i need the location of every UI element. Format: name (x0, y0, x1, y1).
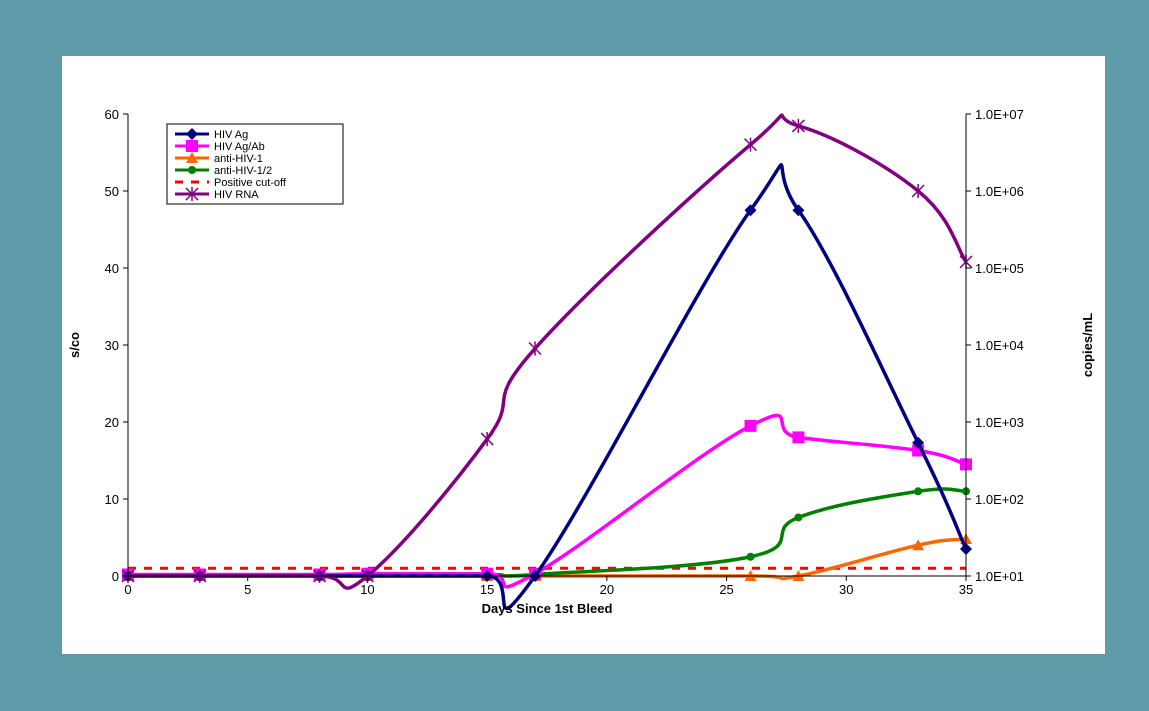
legend-label: HIV Ag/Ab (214, 141, 265, 153)
data-point (744, 204, 757, 217)
y-tick-label: 10 (105, 492, 119, 507)
legend-item: Positive cut-off (175, 177, 287, 189)
legend-item: anti-HIV-1/2 (175, 165, 272, 177)
x-tick-label: 35 (959, 582, 973, 597)
legend-label: anti-HIV-1 (214, 153, 263, 165)
legend-marker (185, 187, 199, 201)
data-point (528, 341, 542, 356)
series-line (128, 163, 968, 611)
y2-tick-label: 1.0E+04 (975, 338, 1024, 353)
y-tick-label: 30 (105, 338, 119, 353)
data-point (911, 184, 925, 198)
y2-tick-label: 1.0E+05 (975, 261, 1024, 276)
x-tick-label: 5 (244, 582, 251, 597)
series-hiv-ag (122, 163, 972, 611)
series-line (128, 487, 967, 578)
y2-axis-title: copies/mL (1080, 313, 1095, 377)
data-point (794, 513, 803, 522)
x-tick-label: 25 (719, 582, 733, 597)
y2-tick-label: 1.0E+01 (975, 569, 1024, 584)
x-tick-label: 15 (480, 582, 494, 597)
legend-item: anti-HIV-1 (175, 152, 263, 165)
data-point (744, 419, 757, 432)
y2-tick-label: 1.0E+06 (975, 184, 1024, 199)
data-point (912, 436, 925, 449)
legend-marker (186, 128, 198, 140)
legend-item: HIV RNA (175, 187, 259, 201)
legend-marker (188, 166, 196, 174)
x-tick-label: 20 (600, 582, 614, 597)
y-axis-title: s/co (67, 332, 82, 358)
y2-tick-label: 1.0E+03 (975, 415, 1024, 430)
x-tick-label: 0 (124, 582, 131, 597)
y2-tick-label: 1.0E+02 (975, 492, 1024, 507)
legend-item: HIV Ag (175, 128, 248, 141)
data-point (914, 487, 923, 496)
axes: 0 5 10 15 20 25 30 35 0 10 20 30 40 50 60 1.0E+01 1.0E+0… (105, 107, 1024, 597)
legend-marker (186, 140, 198, 152)
data-point (792, 431, 805, 444)
legend-label: HIV Ag (214, 129, 248, 141)
legend-item: HIV Ag/Ab (175, 140, 265, 153)
y2-tick-label: 1.0E+07 (975, 107, 1024, 122)
data-point (912, 539, 925, 551)
y-tick-label: 0 (112, 569, 119, 584)
y-tick-label: 60 (105, 107, 119, 122)
legend-label: Positive cut-off (214, 177, 287, 189)
y-tick-label: 20 (105, 415, 119, 430)
legend-label: HIV RNA (214, 189, 259, 201)
data-point (480, 432, 494, 447)
y-tick-label: 40 (105, 261, 119, 276)
x-axis-title: Days Since 1st Bleed (482, 601, 613, 616)
chart-panel: 0 5 10 15 20 25 30 35 0 10 20 30 40 50 60 1.0E+01 1.0E+0… (62, 56, 1105, 654)
data-point (792, 204, 805, 217)
legend-label: anti-HIV-1/2 (214, 165, 272, 177)
y-tick-label: 50 (105, 184, 119, 199)
chart: 0 5 10 15 20 25 30 35 0 10 20 30 40 50 60 1.0E+01 1.0E+0… (67, 107, 1095, 616)
x-tick-label: 10 (360, 582, 374, 597)
x-tick-label: 30 (839, 582, 853, 597)
data-point (791, 118, 805, 133)
data-point (743, 137, 758, 152)
legend-marker (186, 152, 198, 163)
data-point (746, 552, 755, 561)
